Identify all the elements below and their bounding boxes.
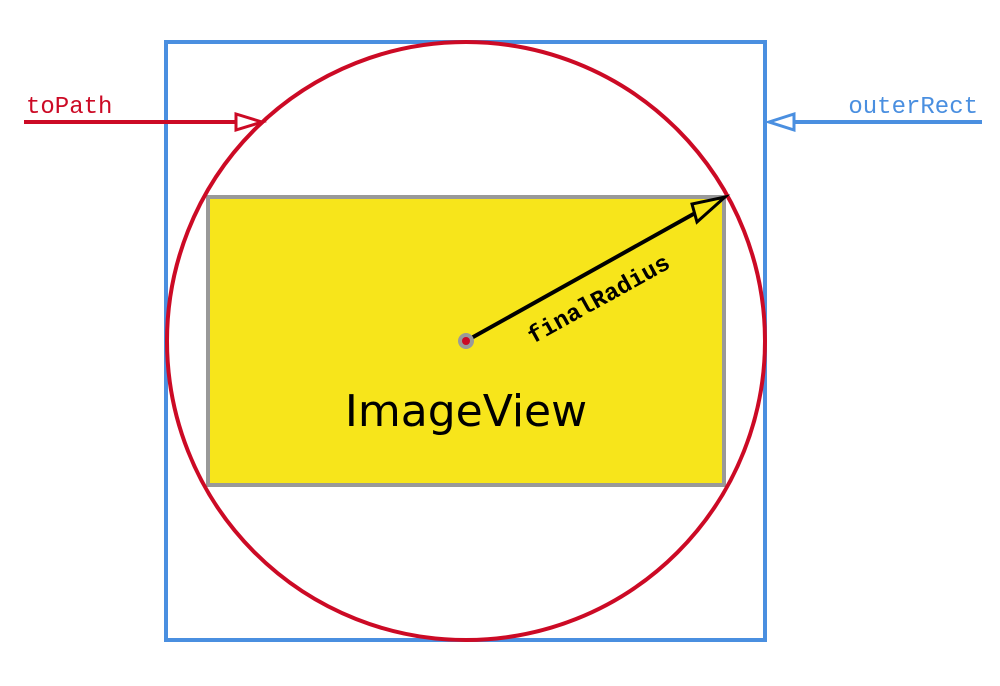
outer-rect-arrowhead	[764, 111, 796, 133]
image-view-label: ImageView	[345, 386, 587, 437]
outer-rect-label: outerRect	[848, 94, 978, 121]
to-path-label: toPath	[26, 94, 112, 121]
final-radius-arrowhead	[690, 194, 731, 225]
to-path-arrowhead	[234, 111, 268, 133]
final-radius-arrow	[465, 205, 707, 343]
to-path-circle	[165, 40, 767, 642]
center-point-inner	[462, 337, 470, 345]
